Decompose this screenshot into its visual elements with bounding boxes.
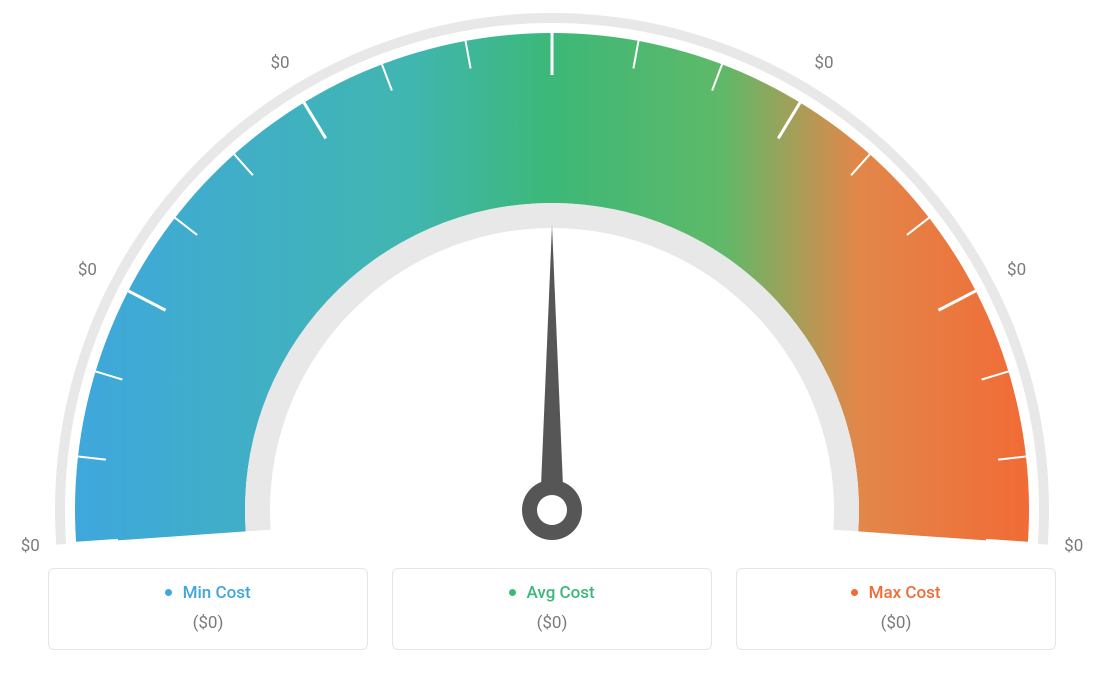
legend-label: Avg Cost: [527, 583, 595, 603]
legend-card-min: Min Cost ($0): [48, 568, 368, 650]
gauge-tick-label: $0: [1007, 260, 1026, 280]
legend-title-min: Min Cost: [49, 583, 367, 603]
legend-value-min: ($0): [49, 613, 367, 633]
gauge-tick-label: $0: [814, 53, 833, 73]
gauge-svg: [0, 0, 1104, 560]
legend-value-avg: ($0): [393, 613, 711, 633]
dot-icon: [165, 589, 172, 596]
legend-title-max: Max Cost: [737, 583, 1055, 603]
gauge-tick-label: $0: [21, 536, 40, 556]
legend-label: Min Cost: [183, 583, 251, 603]
gauge-tick-label: $0: [1064, 536, 1083, 556]
dot-icon: [851, 589, 858, 596]
legend-value-max: ($0): [737, 613, 1055, 633]
gauge-tick-label: $0: [78, 260, 97, 280]
legend-label: Max Cost: [869, 583, 941, 603]
legend-card-avg: Avg Cost ($0): [392, 568, 712, 650]
dot-icon: [509, 589, 516, 596]
legend-card-max: Max Cost ($0): [736, 568, 1056, 650]
legend-title-avg: Avg Cost: [393, 583, 711, 603]
cost-gauge: $0$0$0$0$0$0$0: [0, 0, 1104, 560]
legend-row: Min Cost ($0) Avg Cost ($0) Max Cost ($0…: [0, 568, 1104, 650]
gauge-tick-label: $0: [270, 53, 289, 73]
